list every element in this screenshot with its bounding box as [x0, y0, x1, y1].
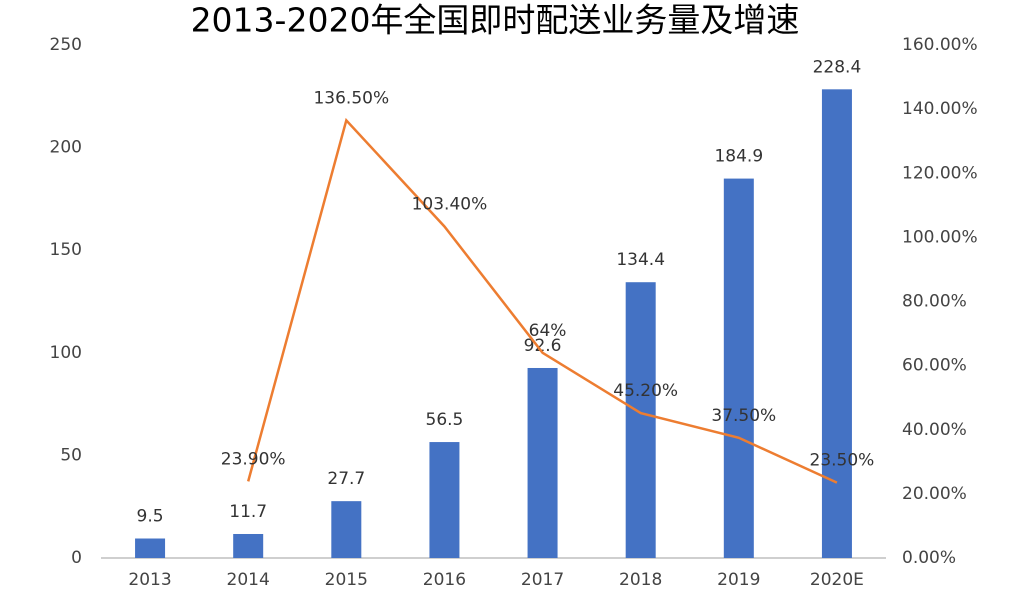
x-tick-label: 2014: [227, 570, 270, 590]
bar: [331, 501, 362, 558]
line-value-label: 45.20%: [613, 381, 678, 401]
y-tick-label: 0: [71, 548, 82, 568]
bar: [135, 538, 166, 558]
bar: [723, 178, 754, 558]
y2-tick-label: 140.00%: [902, 99, 978, 119]
x-tick-label: 2013: [128, 570, 171, 590]
chart-title: 2013-2020年全国即时配送业务量及增速: [191, 1, 800, 40]
y2-tick-label: 160.00%: [902, 35, 978, 55]
y2-tick-label: 20.00%: [902, 484, 967, 504]
bar-value-label: 9.5: [137, 507, 164, 527]
bar-value-label: 56.5: [426, 410, 464, 430]
y-tick-label: 100: [50, 343, 82, 363]
line-value-label: 23.50%: [810, 451, 875, 471]
x-tick-label: 2019: [717, 570, 760, 590]
bar-value-label: 228.4: [813, 57, 862, 77]
x-tick-label: 2018: [619, 570, 662, 590]
y-tick-label: 150: [50, 240, 82, 260]
y2-tick-label: 40.00%: [902, 420, 967, 440]
x-tick-label: 2016: [423, 570, 466, 590]
y2-tick-label: 100.00%: [902, 227, 978, 247]
bar-value-label: 134.4: [616, 250, 665, 270]
bar: [233, 533, 264, 558]
x-tick-label: 2015: [325, 570, 368, 590]
bar-value-label: 27.7: [327, 469, 365, 489]
y2-tick-label: 80.00%: [902, 292, 967, 312]
bar: [527, 367, 558, 558]
line-value-label: 23.90%: [221, 449, 286, 469]
bar-value-label: 184.9: [714, 147, 763, 167]
bar: [821, 89, 852, 559]
y-tick-label: 250: [50, 35, 82, 55]
line-value-label: 103.40%: [412, 194, 488, 214]
line-value-label: 136.50%: [313, 88, 389, 108]
y2-tick-label: 120.00%: [902, 163, 978, 183]
bar: [429, 442, 460, 558]
x-tick-label: 2020E: [810, 570, 864, 590]
y-tick-label: 200: [50, 138, 82, 158]
bar-value-label: 11.7: [229, 502, 267, 522]
y2-tick-label: 60.00%: [902, 356, 967, 376]
line-value-label: 37.50%: [711, 406, 776, 426]
y2-tick-label: 0.00%: [902, 548, 956, 568]
bar: [625, 282, 656, 558]
x-tick-label: 2017: [521, 570, 564, 590]
y-tick-label: 50: [60, 445, 82, 465]
line-value-label: 64%: [529, 321, 567, 341]
line: [246, 117, 838, 484]
